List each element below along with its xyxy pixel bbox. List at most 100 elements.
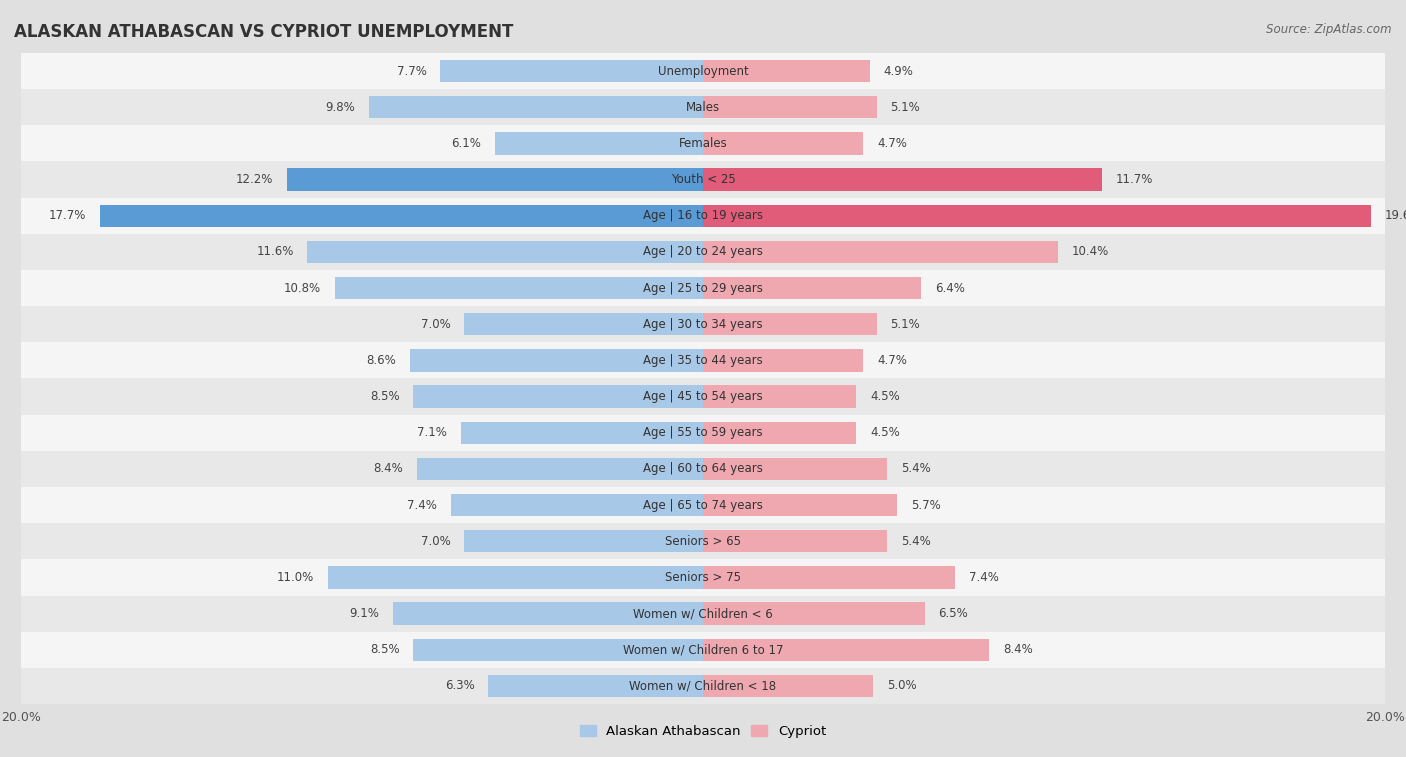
Bar	[703, 422, 856, 444]
Text: Age | 16 to 19 years: Age | 16 to 19 years	[643, 209, 763, 223]
Bar	[413, 385, 703, 408]
Text: 11.7%: 11.7%	[1115, 173, 1153, 186]
Bar	[703, 313, 877, 335]
Text: 5.4%: 5.4%	[901, 534, 931, 548]
Text: Source: ZipAtlas.com: Source: ZipAtlas.com	[1267, 23, 1392, 36]
Text: 4.7%: 4.7%	[877, 137, 907, 150]
Bar	[287, 168, 703, 191]
Bar	[21, 487, 1385, 523]
Bar	[100, 204, 703, 227]
Text: 4.5%: 4.5%	[870, 390, 900, 403]
Text: 7.4%: 7.4%	[969, 571, 998, 584]
Text: 11.6%: 11.6%	[256, 245, 294, 258]
Bar	[21, 198, 1385, 234]
Bar	[461, 422, 703, 444]
Bar	[21, 668, 1385, 704]
Text: Age | 60 to 64 years: Age | 60 to 64 years	[643, 463, 763, 475]
Text: 8.6%: 8.6%	[367, 354, 396, 367]
Bar	[392, 603, 703, 625]
Text: 19.6%: 19.6%	[1385, 209, 1406, 223]
Text: 6.3%: 6.3%	[444, 680, 475, 693]
Text: 5.1%: 5.1%	[890, 318, 921, 331]
Bar	[703, 494, 897, 516]
Bar	[21, 306, 1385, 342]
Bar	[703, 674, 873, 697]
Bar	[21, 53, 1385, 89]
Bar	[451, 494, 703, 516]
Bar	[21, 631, 1385, 668]
Bar	[703, 349, 863, 372]
Text: 7.1%: 7.1%	[418, 426, 447, 439]
Text: 7.0%: 7.0%	[420, 318, 451, 331]
Bar	[703, 204, 1371, 227]
Text: 17.7%: 17.7%	[48, 209, 86, 223]
Text: ALASKAN ATHABASCAN VS CYPRIOT UNEMPLOYMENT: ALASKAN ATHABASCAN VS CYPRIOT UNEMPLOYME…	[14, 23, 513, 41]
Text: 8.5%: 8.5%	[370, 390, 399, 403]
Text: 8.5%: 8.5%	[370, 643, 399, 656]
Text: 10.8%: 10.8%	[284, 282, 321, 294]
Bar	[703, 96, 877, 118]
Bar	[21, 523, 1385, 559]
Bar	[703, 60, 870, 83]
Text: 6.1%: 6.1%	[451, 137, 481, 150]
Text: 11.0%: 11.0%	[277, 571, 315, 584]
Bar	[21, 596, 1385, 631]
Text: Seniors > 65: Seniors > 65	[665, 534, 741, 548]
Text: 4.7%: 4.7%	[877, 354, 907, 367]
Legend: Alaskan Athabascan, Cypriot: Alaskan Athabascan, Cypriot	[575, 719, 831, 743]
Text: 6.4%: 6.4%	[935, 282, 965, 294]
Bar	[21, 559, 1385, 596]
Bar	[495, 132, 703, 154]
Text: 7.7%: 7.7%	[396, 64, 427, 77]
Bar	[21, 342, 1385, 378]
Text: Age | 20 to 24 years: Age | 20 to 24 years	[643, 245, 763, 258]
Bar	[21, 270, 1385, 306]
Text: Age | 35 to 44 years: Age | 35 to 44 years	[643, 354, 763, 367]
Text: Youth < 25: Youth < 25	[671, 173, 735, 186]
Bar	[409, 349, 703, 372]
Text: Women w/ Children < 6: Women w/ Children < 6	[633, 607, 773, 620]
Text: 4.9%: 4.9%	[884, 64, 914, 77]
Text: 8.4%: 8.4%	[373, 463, 404, 475]
Text: Males: Males	[686, 101, 720, 114]
Text: Age | 25 to 29 years: Age | 25 to 29 years	[643, 282, 763, 294]
Text: 5.7%: 5.7%	[911, 499, 941, 512]
Bar	[21, 234, 1385, 270]
Bar	[21, 378, 1385, 415]
Bar	[328, 566, 703, 589]
Bar	[440, 60, 703, 83]
Text: Unemployment: Unemployment	[658, 64, 748, 77]
Bar	[703, 385, 856, 408]
Text: 5.1%: 5.1%	[890, 101, 921, 114]
Text: 12.2%: 12.2%	[236, 173, 273, 186]
Text: Age | 55 to 59 years: Age | 55 to 59 years	[643, 426, 763, 439]
Bar	[703, 603, 925, 625]
Bar	[703, 639, 990, 661]
Bar	[488, 674, 703, 697]
Bar	[413, 639, 703, 661]
Text: 9.8%: 9.8%	[325, 101, 356, 114]
Bar	[21, 451, 1385, 487]
Bar	[308, 241, 703, 263]
Text: Age | 65 to 74 years: Age | 65 to 74 years	[643, 499, 763, 512]
Text: Women w/ Children < 18: Women w/ Children < 18	[630, 680, 776, 693]
Bar	[703, 566, 955, 589]
Bar	[703, 168, 1102, 191]
Bar	[464, 530, 703, 553]
Bar	[703, 277, 921, 299]
Bar	[21, 89, 1385, 126]
Bar	[21, 415, 1385, 451]
Bar	[416, 458, 703, 480]
Text: 5.4%: 5.4%	[901, 463, 931, 475]
Text: 6.5%: 6.5%	[938, 607, 967, 620]
Text: Age | 30 to 34 years: Age | 30 to 34 years	[643, 318, 763, 331]
Bar	[368, 96, 703, 118]
Bar	[703, 132, 863, 154]
Bar	[464, 313, 703, 335]
Bar	[703, 458, 887, 480]
Bar	[335, 277, 703, 299]
Text: 10.4%: 10.4%	[1071, 245, 1108, 258]
Bar	[703, 530, 887, 553]
Text: 4.5%: 4.5%	[870, 426, 900, 439]
Text: Females: Females	[679, 137, 727, 150]
